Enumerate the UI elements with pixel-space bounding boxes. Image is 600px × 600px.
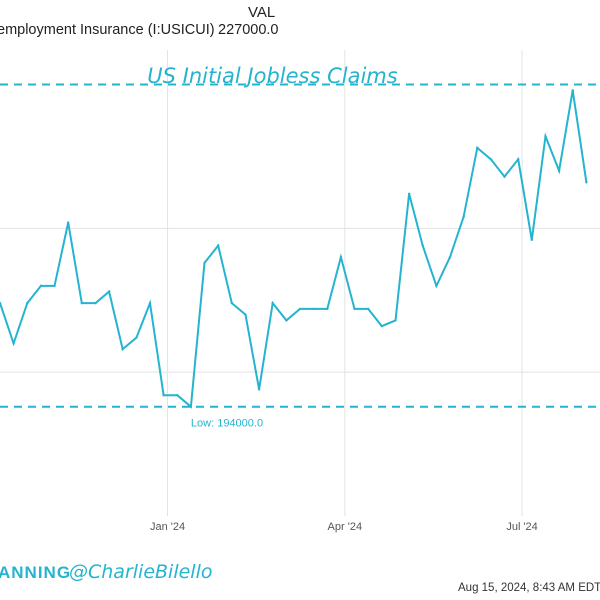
data-point [230,301,234,305]
data-point [53,284,56,288]
x-tick-label: Jan '24 [150,521,185,533]
data-point [448,255,452,259]
data-point [271,301,274,305]
footer-handle: @CharlieBilello [69,561,213,583]
data-point [285,319,288,322]
data-point [162,393,165,397]
data-point [353,307,356,311]
chart-title: US Initial Jobless Claims [147,64,398,88]
data-point [571,89,574,92]
data-point [312,307,315,311]
data-point [339,255,343,259]
data-point [66,221,70,224]
data-point [189,405,193,408]
data-point [530,238,534,242]
data-point [462,215,465,219]
value-column-heading: VAL [248,4,276,21]
data-point [407,192,411,196]
data-point [135,336,138,339]
data-point [366,307,370,311]
data-point [476,146,479,150]
series-latest-value: 227000.0 [218,22,279,38]
data-point [39,284,43,288]
data-point [176,393,179,397]
chart-header: VAL employment Insurance (I:USICUI) 2270… [0,0,600,44]
data-point [298,307,302,311]
data-point [0,301,2,305]
footer-timestamp: Aug 15, 2024, 8:43 AM EDT Pow [458,582,600,594]
data-point [80,301,84,305]
data-point [435,284,438,288]
series-name: employment Insurance (I:USICUI) [0,22,215,38]
data-point [394,319,397,322]
data-point [203,261,206,265]
x-tick-label: Jul '24 [506,521,537,533]
data-point [94,301,97,305]
data-point [557,169,561,173]
data-point [257,388,261,391]
series-line [0,90,588,409]
data-point [12,342,15,345]
footer-brand: ANNING [0,563,72,582]
x-tick-label: Apr '24 [328,521,363,533]
data-point [380,324,384,328]
data-point [585,181,588,184]
data-point [326,307,329,311]
data-point [516,158,520,161]
data-point [503,175,506,178]
data-point [421,244,424,247]
data-point [489,158,493,161]
data-point [216,244,220,247]
data-point [107,290,111,293]
data-point [26,301,29,305]
data-point [544,135,547,138]
low-annotation: Low: 194000.0 [191,418,263,430]
data-point [121,347,124,351]
data-point [148,301,152,305]
data-point [244,313,247,316]
